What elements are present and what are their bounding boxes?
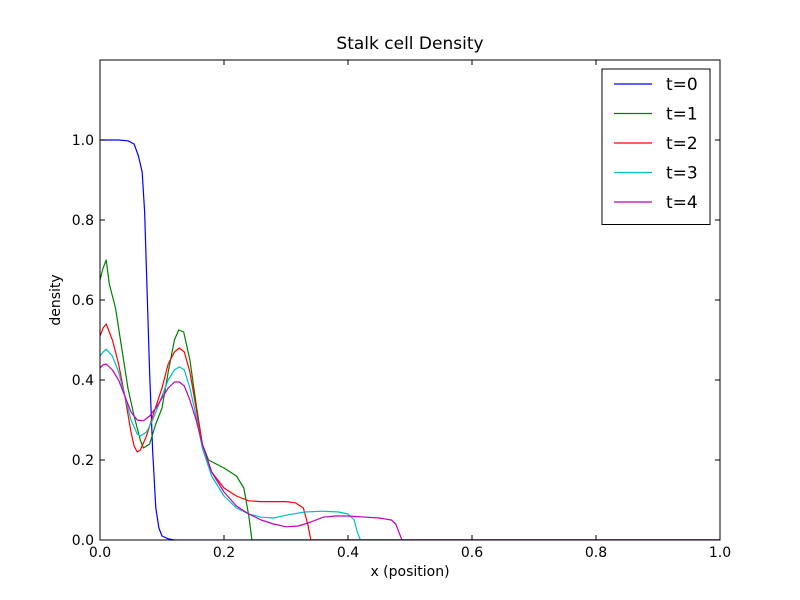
x-tick-label: 0.6 <box>461 545 483 561</box>
x-tick-label: 0.2 <box>213 545 235 561</box>
chart-title: Stalk cell Density <box>336 34 483 54</box>
y-tick-label: 0.4 <box>72 373 94 389</box>
series-line-t-4 <box>100 363 720 540</box>
y-tick-label: 1.0 <box>72 133 94 149</box>
legend-label: t=0 <box>666 75 698 95</box>
x-tick-label: 1.0 <box>709 545 731 561</box>
legend-label: t=2 <box>666 134 698 154</box>
series-line-t-1 <box>100 259 720 540</box>
x-tick-label: 0.0 <box>89 545 111 561</box>
y-tick-label: 0.2 <box>72 453 94 469</box>
y-axis-label: density <box>48 274 64 325</box>
legend-label: t=3 <box>666 164 698 184</box>
series-line-t-2 <box>100 323 720 540</box>
x-tick-label: 0.4 <box>337 545 359 561</box>
x-tick-label: 0.8 <box>585 545 607 561</box>
legend-label: t=4 <box>666 193 698 213</box>
x-axis-label: x (position) <box>370 564 449 580</box>
legend-label: t=1 <box>666 105 698 125</box>
y-tick-label: 0.8 <box>72 213 94 229</box>
legend-box <box>601 68 711 225</box>
series-line-t-0 <box>100 139 720 540</box>
y-tick-label: 0.0 <box>72 533 94 549</box>
legend: t=0 t=1 t=2 t=3 t=4 <box>601 68 711 225</box>
y-tick-label: 0.6 <box>72 293 94 309</box>
